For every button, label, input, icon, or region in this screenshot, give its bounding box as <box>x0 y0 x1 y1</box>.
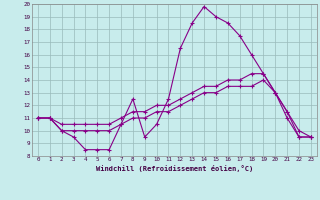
X-axis label: Windchill (Refroidissement éolien,°C): Windchill (Refroidissement éolien,°C) <box>96 165 253 172</box>
